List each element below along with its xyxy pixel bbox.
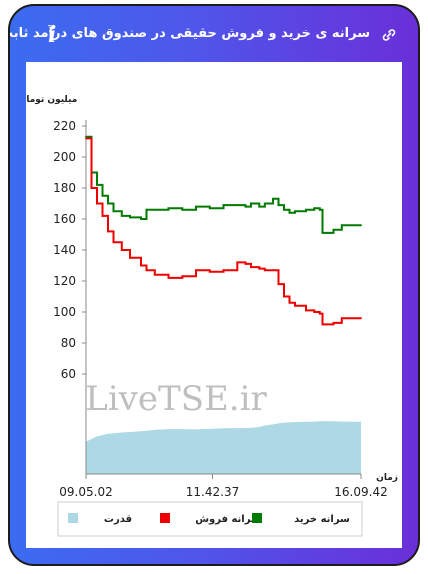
- y-tick-label: 60: [61, 367, 76, 381]
- power-area: [86, 421, 361, 474]
- data-point: [360, 317, 362, 320]
- data-point: [321, 232, 324, 234]
- data-point: [222, 269, 225, 272]
- data-point: [208, 270, 211, 273]
- data-point: [153, 208, 156, 211]
- chart-svg: LiveTSE.ir میلیون تومان 60 80 100 120 140 160 1…: [19, 95, 398, 537]
- chart-panel: LiveTSE.ir میلیون تومان 60 80 100 120 140 160 1…: [19, 62, 402, 548]
- data-point: [272, 197, 274, 200]
- data-point: [167, 207, 170, 210]
- data-point: [129, 216, 131, 219]
- data-point: [318, 312, 321, 315]
- data-point: [107, 230, 109, 233]
- link-icon[interactable]: [380, 28, 398, 42]
- data-point: [107, 202, 109, 205]
- data-point: [305, 309, 307, 312]
- data-point: [283, 295, 285, 298]
- data-point: [288, 301, 291, 304]
- chart-card: i سرانه ی خرید و فروش حقیقی در صندوق های…: [8, 4, 420, 566]
- y-axis-label: میلیون تومان: [26, 95, 77, 105]
- chart-title: سرانه ی خرید و فروش حقیقی در صندوق های د…: [8, 26, 370, 41]
- y-tick-label: 180: [53, 181, 76, 195]
- data-point: [120, 249, 123, 251]
- data-point: [258, 267, 261, 270]
- data-point: [85, 137, 87, 140]
- data-point: [120, 215, 123, 217]
- legend-swatch: [160, 513, 170, 523]
- data-point: [96, 184, 98, 186]
- data-point: [145, 208, 148, 211]
- data-point: [340, 224, 343, 227]
- watermark: LiveTSE.ir: [85, 379, 267, 419]
- data-point: [129, 256, 131, 259]
- data-point: [96, 202, 98, 205]
- data-point: [283, 208, 285, 211]
- y-tick-label: 120: [53, 274, 76, 288]
- data-point: [145, 269, 148, 272]
- y-tick-label: 100: [53, 305, 76, 319]
- data-point: [181, 275, 184, 278]
- data-point: [85, 135, 87, 138]
- data-point: [313, 207, 316, 210]
- data-point: [101, 194, 104, 197]
- legend-label: سرانه خرید: [294, 514, 350, 525]
- data-point: [321, 323, 324, 326]
- data-point: [250, 202, 252, 205]
- data-point: [288, 211, 291, 214]
- data-point: [90, 187, 93, 189]
- data-point: [263, 202, 266, 205]
- data-point: [294, 210, 296, 213]
- data-point: [305, 208, 307, 211]
- data-point: [195, 269, 197, 272]
- legend-box: [57, 501, 363, 537]
- data-point: [195, 205, 197, 208]
- data-point: [258, 205, 261, 208]
- data-point: [101, 215, 104, 217]
- x-tick-label: 11.42.37: [186, 485, 239, 499]
- data-point: [332, 228, 335, 231]
- data-point: [294, 304, 296, 307]
- data-point: [272, 269, 274, 272]
- data-point: [208, 207, 211, 210]
- legend-label: سرانه فروش: [195, 514, 261, 525]
- data-point: [236, 204, 239, 207]
- data-point: [167, 277, 170, 279]
- data-point: [236, 261, 239, 264]
- data-point: [153, 273, 156, 276]
- data-point: [277, 204, 280, 207]
- y-tick-label: 200: [53, 150, 76, 164]
- data-point: [181, 208, 184, 211]
- data-point: [244, 205, 247, 208]
- series-line-buy: [86, 135, 361, 234]
- data-point: [332, 322, 335, 324]
- data-point: [112, 241, 115, 244]
- card-header: i سرانه ی خرید و فروش حقیقی در صندوق های…: [10, 6, 418, 60]
- x-tick-label: 16.09.42: [334, 485, 387, 499]
- data-point: [313, 311, 316, 313]
- data-point: [222, 204, 225, 207]
- series-line-sell: [86, 137, 361, 326]
- x-axis-label: زمان: [376, 473, 398, 483]
- data-point: [277, 283, 280, 285]
- y-tick-label: 160: [53, 212, 76, 226]
- data-point: [340, 317, 343, 320]
- y-tick-label: 220: [53, 119, 76, 133]
- x-tick-label: 09.05.02: [59, 485, 112, 499]
- data-point: [360, 224, 362, 227]
- legend-label: قدرت: [104, 514, 132, 525]
- data-point: [112, 210, 115, 213]
- legend-swatch: [252, 513, 262, 523]
- info-icon[interactable]: i: [48, 22, 57, 48]
- y-tick-label: 140: [53, 243, 76, 257]
- data-point: [263, 269, 266, 272]
- y-tick-label: 80: [61, 336, 76, 350]
- data-point: [318, 208, 321, 211]
- data-point: [140, 218, 142, 220]
- legend-swatch: [68, 513, 78, 523]
- data-point: [244, 263, 247, 265]
- data-point: [250, 266, 252, 268]
- data-point: [140, 264, 142, 267]
